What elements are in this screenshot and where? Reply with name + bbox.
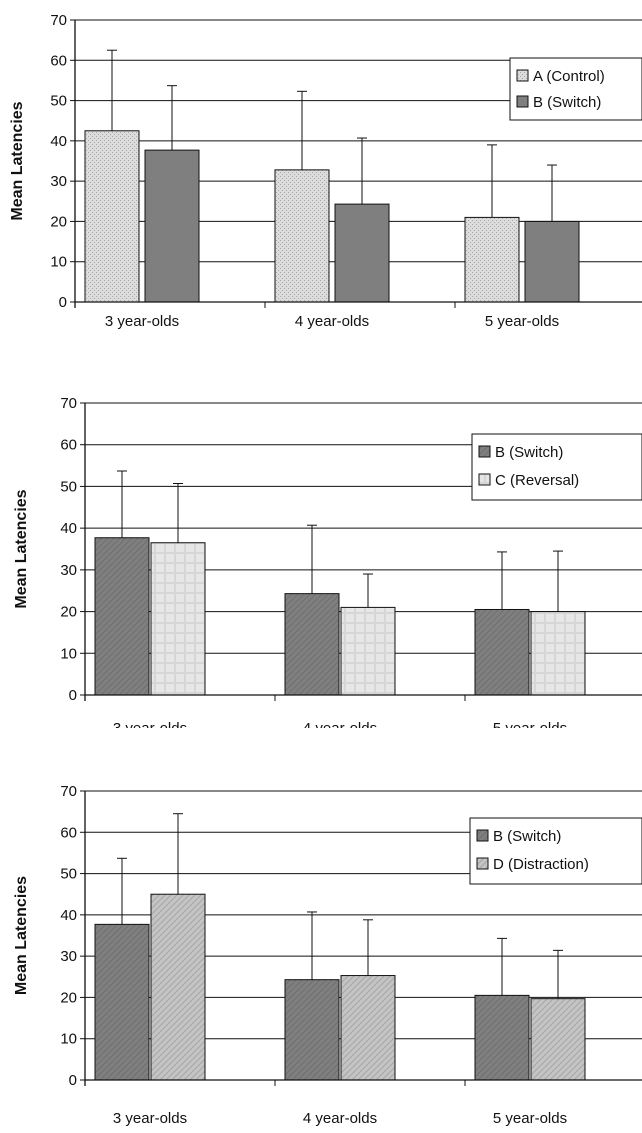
chart-panel-3: 0 10 20 30 40 50 60 70 Mean Latencies 3 year-olds… — [13, 783, 642, 1127]
y-tick-label: 60 — [60, 437, 77, 454]
x-tick-label: 5 year-olds — [493, 1110, 567, 1127]
x-tick-label: 3 year-olds — [113, 720, 187, 728]
x-tick-label: 5 year-olds — [485, 313, 559, 330]
bar-b-switch--1 — [94, 923, 150, 1081]
legend-box — [469, 817, 642, 885]
y-tick-label: 30 — [60, 948, 77, 965]
x-tick-label: 3 year-olds — [113, 1110, 187, 1127]
bar-b-switch--2 — [284, 593, 340, 696]
y-tick-label: 60 — [50, 52, 67, 69]
chart-panel-2: 0 10 20 30 40 50 60 70 Mean Latencies 3 year-olds… — [13, 395, 642, 728]
legend-swatch — [478, 445, 491, 458]
legend-swatch — [476, 857, 489, 870]
legend-label: C (Reversal) — [495, 472, 579, 489]
y-tick-label: 50 — [60, 866, 77, 883]
bar-b-switch--2 — [284, 979, 340, 1081]
y-tick-label: 70 — [60, 395, 77, 412]
y-tick-label: 40 — [60, 520, 77, 537]
y-tick-label: 50 — [60, 478, 77, 495]
y-tick-label: 20 — [50, 213, 67, 230]
y-tick-label: 0 — [69, 687, 77, 704]
y-axis-label: Mean Latencies — [13, 876, 30, 995]
y-tick-label: 10 — [50, 254, 67, 271]
legend-label: D (Distraction) — [493, 856, 589, 873]
y-tick-label: 60 — [60, 824, 77, 841]
y-tick-label: 30 — [60, 562, 77, 579]
bar-b-switch--3 — [524, 220, 580, 303]
legend-label: B (Switch) — [495, 444, 563, 461]
chart-panel-1: 0 10 20 30 40 50 60 70 Mean Latencies 3 year-olds… — [9, 12, 642, 330]
bar-c-reversal--3 — [530, 611, 586, 696]
legend-label: B (Switch) — [493, 828, 561, 845]
y-tick-label: 30 — [50, 173, 67, 190]
bar-c-reversal--2 — [340, 606, 396, 696]
y-tick-label: 50 — [50, 93, 67, 110]
legend-label: A (Control) — [533, 68, 605, 85]
legend-swatch — [516, 69, 529, 82]
x-tick-label: 5 year-olds — [493, 720, 567, 728]
legend-swatch — [476, 829, 489, 842]
y-tick-label: 10 — [60, 1031, 77, 1048]
bar-b-switch--2 — [334, 203, 390, 303]
y-tick-label: 70 — [60, 783, 77, 800]
y-tick-label: 70 — [50, 12, 67, 29]
bar-a-control--3 — [464, 216, 520, 303]
bar-b-switch--1 — [144, 149, 200, 303]
y-axis-label: Mean Latencies — [9, 101, 26, 220]
x-tick-label: 3 year-olds — [105, 313, 179, 330]
x-tick-label: 4 year-olds — [295, 313, 369, 330]
bar-d-distraction--3 — [530, 998, 586, 1081]
y-tick-label: 0 — [69, 1072, 77, 1089]
bar-b-switch--1 — [94, 537, 150, 696]
legend-box — [509, 57, 642, 121]
bar-a-control--1 — [84, 130, 140, 303]
legend-label: B (Switch) — [533, 94, 601, 111]
y-tick-label: 10 — [60, 645, 77, 662]
legend-box — [471, 433, 642, 501]
bar-c-reversal--1 — [150, 542, 206, 696]
y-tick-label: 40 — [60, 907, 77, 924]
legend-swatch — [516, 95, 529, 108]
x-tick-label: 4 year-olds — [303, 1110, 377, 1127]
bar-b-switch--3 — [474, 608, 530, 696]
bar-d-distraction--2 — [340, 975, 396, 1081]
legend-swatch — [478, 473, 491, 486]
y-tick-label: 20 — [60, 989, 77, 1006]
bar-b-switch--3 — [474, 994, 530, 1081]
bar-d-distraction--1 — [150, 893, 206, 1081]
x-tick-label: 4 year-olds — [303, 720, 377, 728]
y-tick-label: 40 — [50, 133, 67, 150]
y-tick-label: 20 — [60, 604, 77, 621]
y-axis-label: Mean Latencies — [13, 489, 30, 608]
bar-a-control--2 — [274, 169, 330, 303]
y-tick-label: 0 — [59, 294, 67, 311]
